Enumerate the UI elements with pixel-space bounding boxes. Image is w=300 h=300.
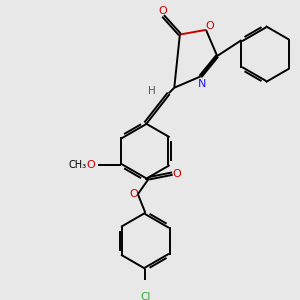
Text: CH₃: CH₃	[68, 160, 87, 170]
Text: O: O	[130, 189, 139, 199]
Text: H: H	[148, 86, 156, 97]
Text: N: N	[198, 79, 206, 89]
Text: O: O	[159, 6, 167, 16]
Text: Cl: Cl	[140, 292, 151, 300]
Text: O: O	[206, 21, 214, 31]
Text: O: O	[173, 169, 182, 178]
Text: O: O	[86, 160, 95, 170]
